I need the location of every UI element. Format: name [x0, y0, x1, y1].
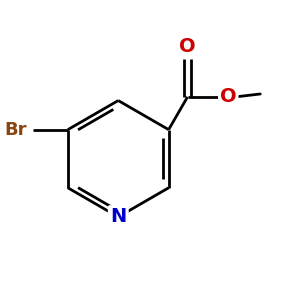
- Text: O: O: [220, 87, 237, 106]
- Text: Br: Br: [4, 121, 27, 139]
- Text: N: N: [110, 207, 126, 226]
- Text: O: O: [179, 37, 196, 56]
